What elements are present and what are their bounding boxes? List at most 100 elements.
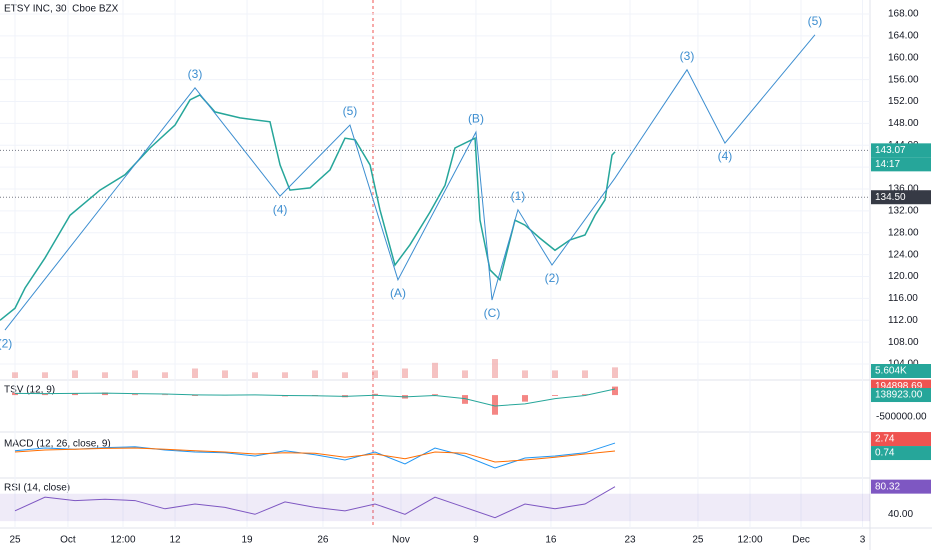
tsv-bar xyxy=(462,395,468,404)
y-tick-label: 132.00 xyxy=(888,206,919,217)
y-tick-label: 160.00 xyxy=(888,52,919,63)
volume-bar xyxy=(312,370,318,378)
y-tick-label: 116.00 xyxy=(888,293,918,304)
y-tick-label: 156.00 xyxy=(888,74,919,85)
x-tick-label: 25 xyxy=(9,535,21,546)
price-line xyxy=(0,94,616,321)
tsv-bar xyxy=(102,392,108,396)
y-tick-label: 124.00 xyxy=(888,249,919,260)
rsi-band xyxy=(0,493,870,522)
countdown-box xyxy=(871,157,931,172)
tsv-bar xyxy=(522,395,528,402)
y-tick-label: 108.00 xyxy=(888,337,919,348)
rsi-value-box xyxy=(871,479,931,494)
tsv-signal-value: 138923.00 xyxy=(875,390,923,401)
wave-label: (5) xyxy=(343,104,358,118)
pane-title: TSV (12, 9) xyxy=(4,385,55,396)
tsv-bar xyxy=(552,395,558,396)
x-tick-label: Nov xyxy=(392,535,410,546)
volume-bar xyxy=(492,359,498,378)
y-tick-label: 40.00 xyxy=(888,509,913,520)
volume-bar xyxy=(402,368,408,378)
volume-bar xyxy=(132,370,138,378)
chart-title: ETSY INC, 30, Cboe BZX xyxy=(4,4,119,15)
volume-bar xyxy=(252,372,258,378)
tsv-bar xyxy=(492,395,498,415)
level-label-box xyxy=(871,190,931,205)
tsv-bar xyxy=(582,394,588,396)
countdown: 14:17 xyxy=(875,159,900,170)
volume-bar xyxy=(192,368,198,378)
tsv-bar xyxy=(612,386,618,396)
volume-bar xyxy=(612,367,618,378)
tsv-bar xyxy=(72,393,78,396)
volume-bar xyxy=(72,370,78,378)
x-tick-label: 3 xyxy=(860,535,866,546)
y-tick-label: 164.00 xyxy=(888,31,919,42)
level-label: 143.07 xyxy=(875,145,906,156)
volume-bar xyxy=(162,372,168,378)
tsv-bar xyxy=(12,392,18,396)
x-tick-label: 12 xyxy=(169,535,181,546)
x-tick-label: 16 xyxy=(545,535,557,546)
macd-signal xyxy=(14,447,616,463)
x-tick-label: 19 xyxy=(241,535,253,546)
macd-value-box xyxy=(871,432,931,447)
volume-bar xyxy=(432,362,438,378)
volume-label-box xyxy=(871,364,931,378)
wave-label: (5) xyxy=(808,14,823,28)
x-tick-label: 23 xyxy=(624,535,636,546)
volume-bar xyxy=(12,372,18,378)
tsv-bar xyxy=(372,393,378,396)
x-tick-label: 9 xyxy=(473,535,479,546)
rsi-line xyxy=(14,486,616,519)
wave-label: (3) xyxy=(188,67,203,81)
y-tick-label: 112.00 xyxy=(888,315,918,326)
volume-bar xyxy=(582,370,588,378)
y-tick-label: 148.00 xyxy=(888,118,919,129)
wave-label: (4) xyxy=(718,149,733,163)
volume-bar xyxy=(522,370,528,378)
macd-signal-value-box xyxy=(871,446,931,461)
level-label: 134.50 xyxy=(875,192,906,203)
tsv-value: 194898.69 xyxy=(875,381,923,392)
wave-line xyxy=(4,34,816,331)
wave-label: (A) xyxy=(390,286,406,300)
macd-value: 2.74 xyxy=(875,434,895,445)
volume-bar xyxy=(552,370,558,378)
x-tick-label: Dec xyxy=(792,535,810,546)
rsi-value: 80.32 xyxy=(875,481,900,492)
volume-bar xyxy=(372,370,378,378)
tsv-bar xyxy=(192,395,198,396)
tsv-bar xyxy=(42,393,48,396)
tsv-signal-value-box xyxy=(871,388,931,403)
y-tick-label: 136.00 xyxy=(888,184,919,195)
tsv-signal xyxy=(14,388,616,407)
volume-bar xyxy=(282,372,288,378)
macd-line xyxy=(14,442,616,469)
wave-label: (C) xyxy=(484,306,501,320)
tsv-bar xyxy=(432,394,438,396)
pane-title: RSI (14, close) xyxy=(4,483,70,494)
volume-label: 5.604K xyxy=(875,366,907,377)
level-label-box xyxy=(871,143,931,158)
x-tick-label: 12:00 xyxy=(110,535,135,546)
x-tick-label: 25 xyxy=(692,535,704,546)
y-tick-label: 128.00 xyxy=(888,227,919,238)
volume-bar xyxy=(462,370,468,378)
y-tick-label: -500000.00 xyxy=(876,412,927,423)
y-tick-label: 168.00 xyxy=(888,9,919,20)
wave-label: (3) xyxy=(680,49,695,63)
y-tick-label: 152.00 xyxy=(888,96,919,107)
y-tick-label: 120.00 xyxy=(888,271,919,282)
wave-label: (4) xyxy=(273,202,288,216)
tsv-bar xyxy=(132,394,138,396)
wave-label: (2) xyxy=(0,336,12,350)
macd-signal-value: 0.74 xyxy=(875,448,895,459)
wave-label: (B) xyxy=(468,111,484,125)
x-tick-label: Oct xyxy=(60,535,76,546)
wave-label: (1) xyxy=(511,189,526,203)
volume-bar xyxy=(222,370,228,378)
